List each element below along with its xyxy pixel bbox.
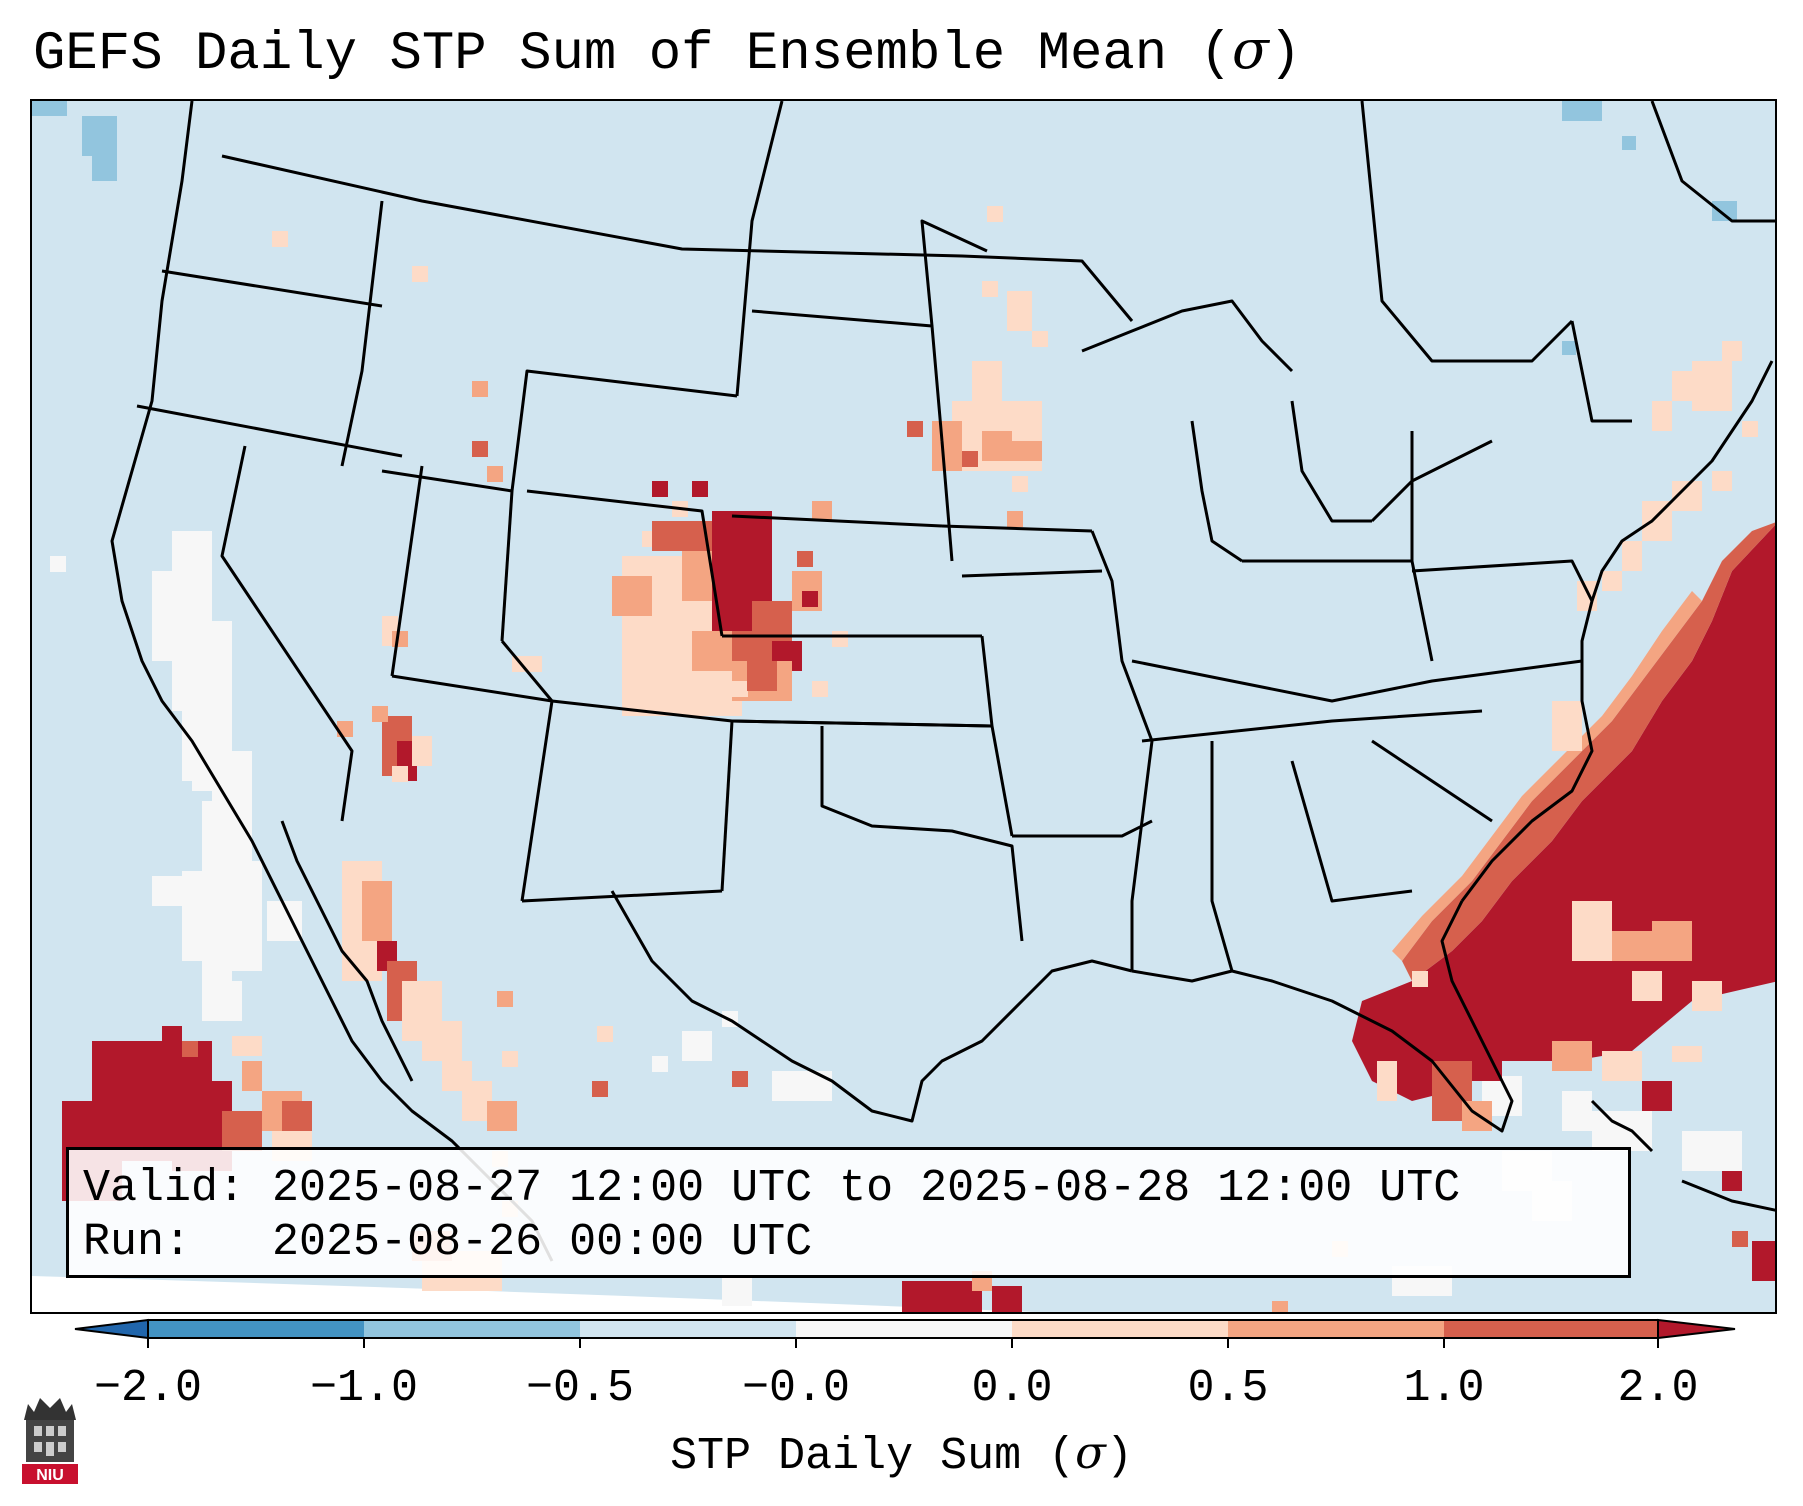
wy-south-border	[526, 489, 724, 637]
colorbar-bin	[1228, 1320, 1444, 1338]
pacific-coastline	[110, 101, 554, 1262]
colorbar-bin	[364, 1320, 580, 1338]
colorbar-label-close: )	[1105, 1431, 1133, 1482]
mt-dakota-border	[735, 101, 784, 397]
al-ga-border	[1290, 760, 1413, 903]
ca-nv-border	[220, 445, 354, 822]
valid-run-info-box: Valid: 2025-08-27 12:00 UTC to 2025-08-2…	[66, 1147, 1631, 1278]
nm-tx-border	[720, 720, 734, 892]
gulf-coast-florida	[1131, 900, 1514, 1133]
ut-az-border	[391, 674, 553, 703]
colorbar-label-sigma: σ	[1075, 1426, 1106, 1479]
ms-al-border	[1210, 741, 1234, 972]
new-england-border	[1570, 320, 1632, 423]
niu-logo: NIU	[22, 1398, 78, 1484]
colorbar-bin	[1444, 1320, 1658, 1338]
idaho-west-border	[340, 200, 384, 467]
mo-west-border	[980, 635, 1014, 837]
michigan-east-shore	[1290, 400, 1372, 523]
colorbar-label: STP Daily Sum (σ)	[0, 1426, 1803, 1484]
pa-border	[1411, 559, 1594, 602]
negative-cells	[32, 101, 1737, 612]
colorbar-tick-label: −2.0	[93, 1363, 203, 1414]
colorbar-tick-label: 2.0	[1617, 1363, 1699, 1414]
title-text: GEFS Daily STP Sum of Ensemble Mean (	[33, 24, 1232, 85]
title-close: )	[1268, 24, 1302, 85]
ut-az-diagonal	[500, 640, 554, 702]
baja-east-coast	[280, 820, 414, 1082]
colorbar-bins	[74, 1318, 1736, 1340]
colorbar-bin	[148, 1320, 364, 1338]
nm-south-border	[521, 889, 723, 903]
colorbar-outline	[147, 1319, 1659, 1339]
map-title: GEFS Daily STP Sum of Ensemble Mean (σ)	[33, 18, 1301, 87]
colorbar-tick-label: −0.5	[525, 1363, 635, 1414]
colorbar-extend-high	[1657, 1318, 1736, 1340]
sd-ne-border	[731, 514, 943, 528]
cuba-north-coast	[1681, 1179, 1775, 1212]
colorbar-ticks	[147, 1338, 1659, 1348]
niu-logo-text: NIU	[36, 1467, 64, 1484]
colorbar-tick-label: 1.0	[1403, 1363, 1485, 1414]
map-panel	[30, 99, 1777, 1314]
domain-background	[32, 101, 1775, 1312]
nv-ut-border	[390, 465, 424, 677]
maritimes-coast	[1650, 101, 1775, 223]
us-canada-border	[221, 154, 1134, 322]
colorbar-extend-low	[74, 1318, 149, 1340]
boundaries	[110, 101, 1775, 1262]
wa-or-border	[161, 269, 383, 308]
neutral-cells	[50, 531, 1742, 1306]
colorbar-tick-label: 0.0	[971, 1363, 1053, 1414]
tn-ky-border	[1131, 659, 1583, 703]
mt-south-border	[381, 369, 738, 493]
mn-west-border	[920, 219, 988, 327]
texas-coast	[610, 890, 1133, 1123]
colorbar-tick-label: −1.0	[309, 1363, 419, 1414]
valid-label: Valid:	[83, 1163, 246, 1214]
colorbar-bin	[1012, 1320, 1228, 1338]
ut-co-border	[500, 490, 514, 642]
mn-ia-border	[941, 524, 1093, 533]
colorbar-label-text: STP Daily Sum (	[670, 1431, 1076, 1482]
upper-midwest-cells	[907, 206, 1048, 527]
colorbar-tick-label: −0.0	[741, 1363, 851, 1414]
run-label: Run:	[83, 1217, 192, 1268]
atlantic-cells	[1352, 341, 1775, 1281]
colorbar-bin	[796, 1320, 1012, 1338]
lake-superior-shore	[1081, 299, 1294, 373]
lake-erie-ontario	[1370, 439, 1493, 523]
or-ca-idaho-border	[136, 404, 403, 458]
ok-tx-border	[820, 726, 1024, 942]
title-sigma: σ	[1232, 18, 1269, 81]
tn-south-border	[1141, 709, 1483, 743]
valid-value: 2025-08-27 12:00 UTC to 2025-08-28 12:00…	[272, 1163, 1461, 1214]
bahamas-chain	[1590, 1099, 1654, 1153]
ohio-valley-border	[1242, 559, 1434, 662]
central-plains-cells	[612, 481, 848, 716]
sc-border	[1371, 739, 1493, 823]
ks-ok-border	[731, 719, 993, 728]
az-nm-border	[520, 700, 554, 902]
colorbar-bin	[580, 1320, 796, 1338]
ia-west-border	[940, 440, 954, 562]
canada-interior-line	[1360, 101, 1574, 363]
ia-mo-border	[961, 569, 1103, 578]
atlantic-coastline	[1460, 360, 1774, 902]
run-value: 2025-08-26 00:00 UTC	[272, 1217, 813, 1268]
map-svg	[32, 101, 1775, 1312]
lake-michigan-shore	[1190, 420, 1243, 563]
colorbar-tick-label: 0.5	[1187, 1363, 1269, 1414]
